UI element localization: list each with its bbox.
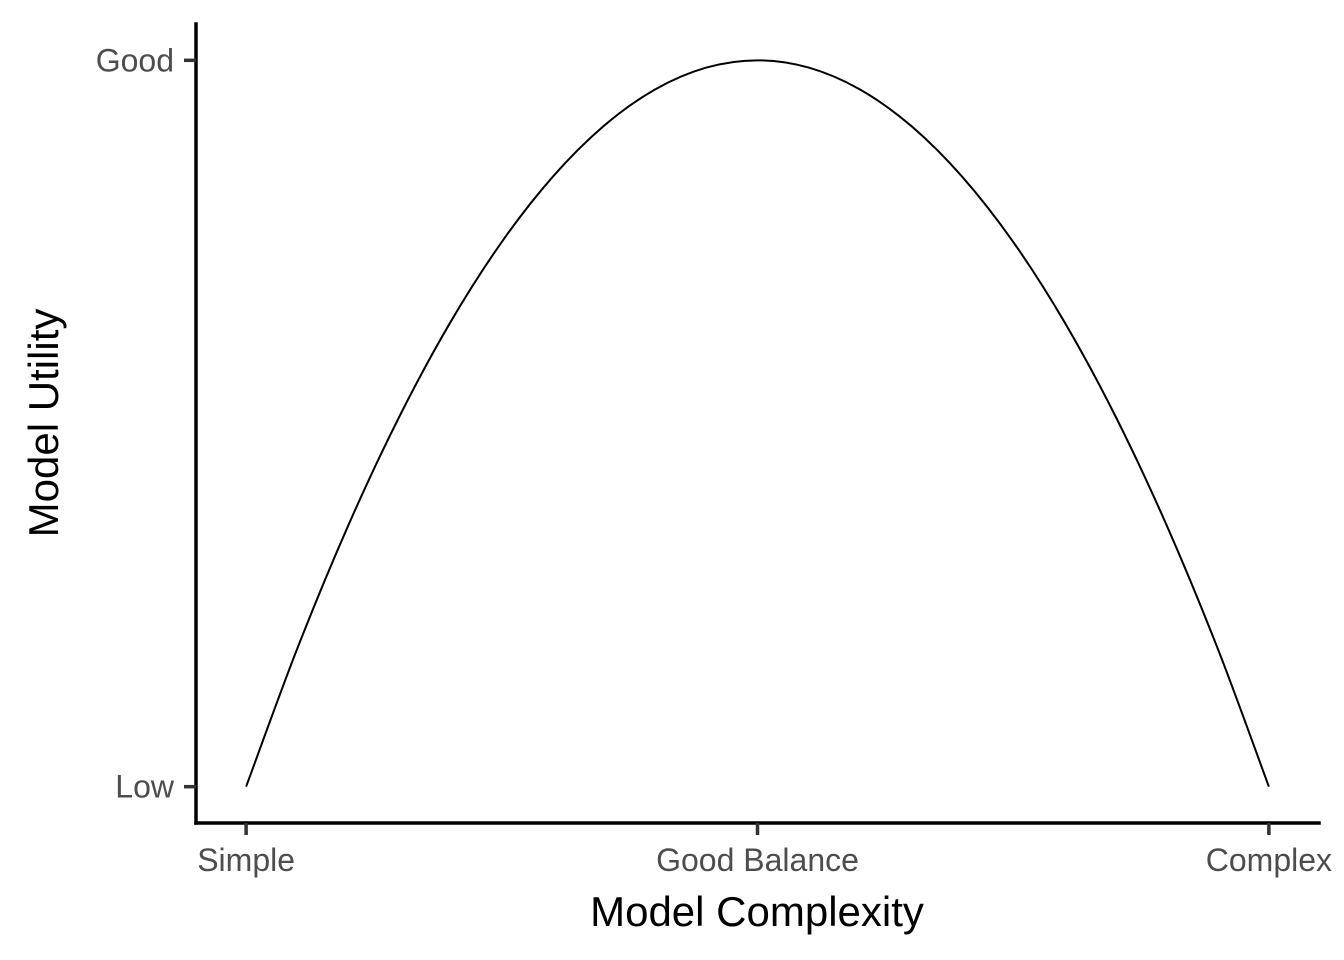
axes: Simple Good Balance Complex Low Good	[96, 22, 1332, 878]
series-line-0	[245, 59, 1270, 788]
plot-area	[245, 59, 1270, 788]
x-tick-label-1: Good Balance	[656, 842, 859, 878]
y-tick-label-1: Good	[96, 42, 174, 78]
x-tick-label-2: Complex	[1206, 842, 1332, 878]
x-tick-label-0: Simple	[197, 842, 295, 878]
y-axis-title: Model Utility	[20, 309, 67, 538]
y-tick-label-0: Low	[115, 769, 175, 805]
x-axis-title: Model Complexity	[590, 888, 924, 935]
